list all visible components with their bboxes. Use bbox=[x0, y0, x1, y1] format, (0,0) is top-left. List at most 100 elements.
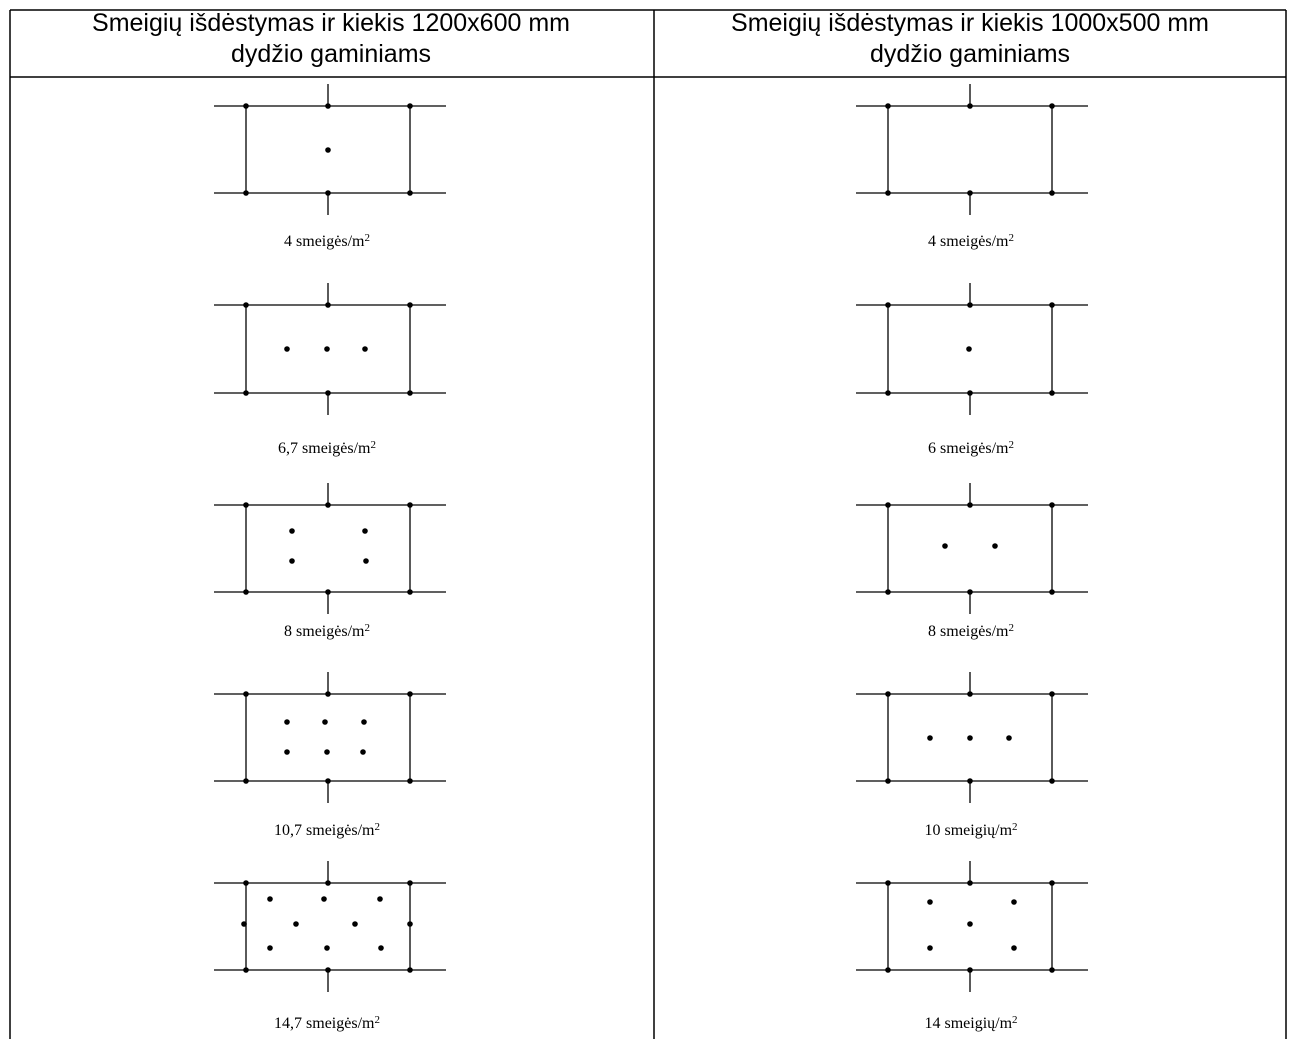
right-diagram-2-edge-anchor bbox=[1049, 390, 1055, 396]
right-diagram-4-edge-anchor bbox=[885, 778, 891, 784]
left-diagram-4-inner-anchor bbox=[324, 749, 330, 755]
left-diagram-1-edge-anchor bbox=[407, 190, 413, 196]
caption-right-3: 8 smeigės/m2 bbox=[928, 622, 1014, 641]
right-diagram-4-edge-anchor bbox=[967, 778, 973, 784]
right-diagram-5-edge-anchor bbox=[885, 880, 891, 886]
right-diagram-2-edge-anchor bbox=[1049, 302, 1055, 308]
left-diagram-2-edge-anchor bbox=[243, 390, 249, 396]
right-diagram-5-inner-anchor bbox=[927, 899, 933, 905]
right-diagram-2-edge-anchor bbox=[967, 390, 973, 396]
left-diagram-3-edge-anchor bbox=[325, 589, 331, 595]
left-diagram-5-side-anchor bbox=[241, 921, 247, 927]
right-diagram-4-inner-anchor bbox=[927, 735, 933, 741]
left-diagram-1-edge-anchor bbox=[325, 103, 331, 109]
left-diagram-3-inner-anchor bbox=[363, 558, 369, 564]
left-diagram-3-inner-anchor bbox=[362, 528, 368, 534]
left-diagram-5-inner-anchor bbox=[321, 896, 327, 902]
left-diagram-5-inner-anchor bbox=[293, 921, 299, 927]
left-diagram-3-inner-anchor bbox=[289, 528, 295, 534]
left-diagram-4-edge-anchor bbox=[407, 778, 413, 784]
caption-left-5: 14,7 smeigės/m2 bbox=[274, 1014, 380, 1033]
left-diagram-5-edge-anchor bbox=[243, 880, 249, 886]
caption-right-5: 14 smeigių/m2 bbox=[924, 1014, 1018, 1033]
left-diagram-2-edge-anchor bbox=[407, 302, 413, 308]
right-diagram-1-edge-anchor bbox=[885, 103, 891, 109]
right-diagram-1-edge-anchor bbox=[885, 190, 891, 196]
right-diagram-2-inner-anchor bbox=[966, 346, 972, 352]
right-diagram-4-edge-anchor bbox=[967, 691, 973, 697]
left-diagram-1-edge-anchor bbox=[325, 190, 331, 196]
left-diagram-5-inner-anchor bbox=[267, 945, 273, 951]
left-diagram-5-edge-anchor bbox=[325, 880, 331, 886]
left-diagram-4-inner-anchor bbox=[361, 719, 367, 725]
left-diagram-4-inner-anchor bbox=[284, 719, 290, 725]
left-diagram-4-edge-anchor bbox=[243, 778, 249, 784]
right-diagram-5-edge-anchor bbox=[1049, 967, 1055, 973]
left-diagram-3-edge-anchor bbox=[407, 589, 413, 595]
left-diagram-5-inner-anchor bbox=[267, 896, 273, 902]
right-diagram-3-inner-anchor bbox=[992, 543, 998, 549]
left-diagram-2-edge-anchor bbox=[407, 390, 413, 396]
left-diagram-4-edge-anchor bbox=[325, 691, 331, 697]
right-diagram-3-edge-anchor bbox=[967, 502, 973, 508]
left-diagram-5-edge-anchor bbox=[325, 967, 331, 973]
left-diagram-3-edge-anchor bbox=[325, 502, 331, 508]
header-left-line1: Smeigių išdėstymas ir kiekis 1200x600 mm bbox=[92, 9, 570, 37]
left-diagram-3-inner-anchor bbox=[289, 558, 295, 564]
right-diagram-5-edge-anchor bbox=[967, 967, 973, 973]
right-diagram-3-edge-anchor bbox=[967, 589, 973, 595]
left-diagram-1-edge-anchor bbox=[243, 103, 249, 109]
right-diagram-5-inner-anchor bbox=[967, 921, 973, 927]
right-diagram-4-edge-anchor bbox=[885, 691, 891, 697]
caption-right-2: 6 smeigės/m2 bbox=[928, 439, 1014, 458]
right-diagram-5-inner-anchor bbox=[1011, 899, 1017, 905]
left-diagram-4-edge-anchor bbox=[243, 691, 249, 697]
left-diagram-3-edge-anchor bbox=[407, 502, 413, 508]
right-diagram-3-edge-anchor bbox=[885, 502, 891, 508]
left-diagram-4-inner-anchor bbox=[360, 749, 366, 755]
right-diagram-1-edge-anchor bbox=[1049, 103, 1055, 109]
header-right: Smeigių išdėstymas ir kiekis 1000x500 mm… bbox=[654, 8, 1286, 76]
left-diagram-3-edge-anchor bbox=[243, 589, 249, 595]
header-right-line1: Smeigių išdėstymas ir kiekis 1000x500 mm bbox=[731, 9, 1209, 37]
right-diagram-4-inner-anchor bbox=[1006, 735, 1012, 741]
caption-left-4: 10,7 smeigės/m2 bbox=[274, 821, 380, 840]
caption-left-2: 6,7 smeigės/m2 bbox=[278, 439, 376, 458]
left-diagram-2-edge-anchor bbox=[243, 302, 249, 308]
caption-left-3: 8 smeigės/m2 bbox=[284, 622, 370, 641]
right-diagram-2-edge-anchor bbox=[885, 302, 891, 308]
right-diagram-5-inner-anchor bbox=[1011, 945, 1017, 951]
right-diagram-1-edge-anchor bbox=[1049, 190, 1055, 196]
left-diagram-5-inner-anchor bbox=[378, 945, 384, 951]
left-diagram-4-inner-anchor bbox=[284, 749, 290, 755]
left-diagram-2-inner-anchor bbox=[324, 346, 330, 352]
right-diagram-1-edge-anchor bbox=[967, 103, 973, 109]
right-diagram-5-edge-anchor bbox=[885, 967, 891, 973]
right-diagram-2-edge-anchor bbox=[885, 390, 891, 396]
right-diagram-3-edge-anchor bbox=[1049, 502, 1055, 508]
left-diagram-2-inner-anchor bbox=[362, 346, 368, 352]
right-diagram-1-edge-anchor bbox=[967, 190, 973, 196]
left-diagram-5-inner-anchor bbox=[324, 945, 330, 951]
header-left: Smeigių išdėstymas ir kiekis 1200x600 mm… bbox=[10, 8, 652, 76]
right-diagram-3-edge-anchor bbox=[1049, 589, 1055, 595]
right-diagram-5-edge-anchor bbox=[967, 880, 973, 886]
right-diagram-5-inner-anchor bbox=[927, 945, 933, 951]
left-diagram-5-edge-anchor bbox=[243, 967, 249, 973]
left-diagram-3-edge-anchor bbox=[243, 502, 249, 508]
left-diagram-1-edge-anchor bbox=[407, 103, 413, 109]
right-diagram-3-inner-anchor bbox=[942, 543, 948, 549]
left-diagram-5-edge-anchor bbox=[407, 967, 413, 973]
right-diagram-4-inner-anchor bbox=[967, 735, 973, 741]
header-left-line2: dydžio gaminiams bbox=[230, 40, 432, 68]
right-diagram-2-edge-anchor bbox=[967, 302, 973, 308]
left-diagram-5-inner-anchor bbox=[377, 896, 383, 902]
caption-right-1: 4 smeigės/m2 bbox=[928, 232, 1014, 251]
left-diagram-5-edge-anchor bbox=[407, 880, 413, 886]
left-diagram-2-edge-anchor bbox=[325, 390, 331, 396]
left-diagram-5-inner-anchor bbox=[352, 921, 358, 927]
left-diagram-1-inner-anchor bbox=[325, 147, 331, 153]
left-diagram-4-edge-anchor bbox=[325, 778, 331, 784]
right-diagram-3-edge-anchor bbox=[885, 589, 891, 595]
